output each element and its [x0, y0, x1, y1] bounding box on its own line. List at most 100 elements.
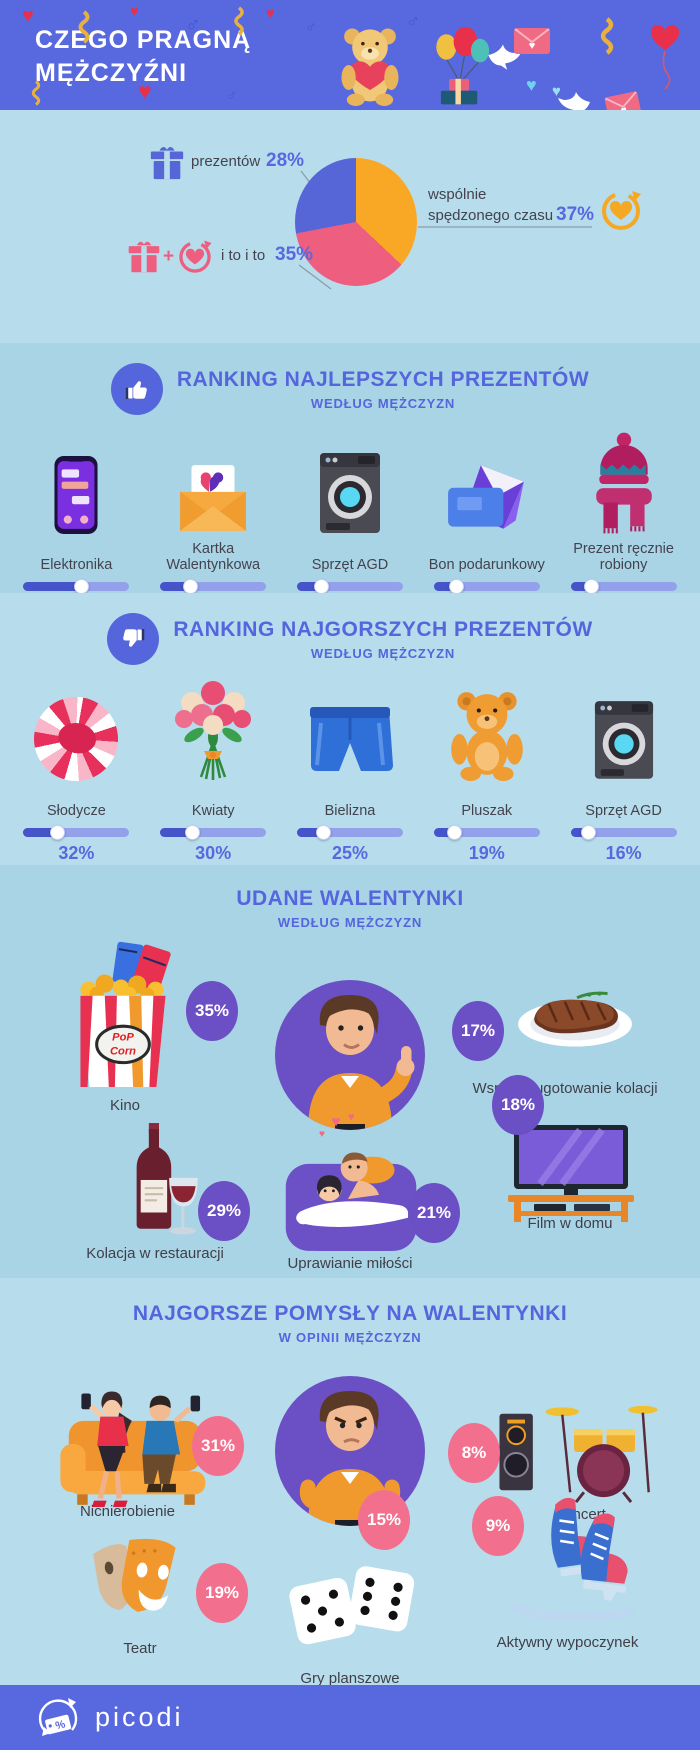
steak-icon — [518, 991, 632, 1047]
percentage-slider[interactable] — [433, 825, 540, 840]
item-percent: 30% — [195, 843, 232, 863]
time-heart-icon — [602, 191, 641, 230]
slider-knob[interactable] — [580, 825, 596, 840]
bad-label-aktywny: Aktywny wypoczynek — [496, 1634, 639, 1651]
good-label-milosc: Uprawianie miłości — [287, 1255, 413, 1272]
slider-fill — [296, 828, 324, 837]
item-label: Elektronika — [40, 556, 113, 573]
drum-kit-icon — [499, 1405, 658, 1503]
item-label: Bon podarunkowy — [428, 556, 545, 573]
couple-on-couch-icon — [60, 1391, 206, 1507]
best-gifts-title: RANKING NAJLEPSZYCH PREZENTÓW — [176, 367, 590, 391]
svg-text:%: % — [54, 1718, 67, 1732]
percent-bubble-restauracja: 29% — [198, 1181, 250, 1241]
percent-bubble-nicnierobienie: 31% — [192, 1416, 244, 1476]
slider-knob[interactable] — [316, 825, 332, 840]
popcorn-icon: PoP Corn — [80, 941, 171, 1087]
good-label-restauracja: Kolacja w restauracji — [86, 1245, 224, 1262]
valentine-card-icon — [180, 465, 246, 531]
svg-text:PoP: PoP — [112, 1031, 134, 1043]
svg-text:♥: ♥ — [529, 40, 536, 52]
streamer-icon — [78, 10, 90, 44]
percentage-slider[interactable] — [160, 825, 267, 840]
male-symbol-icon: ♂ — [226, 87, 238, 104]
bad-valentines-title: NAJGORSZE POMYSŁY NA WALENTYNKI — [132, 1302, 568, 1325]
heart-balloon-blue-icon: ♥ — [552, 83, 561, 100]
teddy-bear-heart-icon — [341, 28, 399, 106]
dice-icon — [289, 1566, 415, 1645]
item-label: Sprzęt AGD — [585, 802, 662, 819]
percentage-slider[interactable] — [433, 579, 540, 594]
slider-fill — [570, 828, 588, 837]
item-percent: 16% — [605, 843, 642, 863]
male-symbol-icon: ♂ — [185, 13, 201, 36]
percent-bubble-kolacja-wspolna: 17% — [452, 1001, 504, 1061]
streamer-icon — [234, 6, 244, 36]
percentage-slider[interactable] — [160, 579, 267, 594]
percentage-slider[interactable] — [570, 579, 677, 594]
pie-label-both: i to i to — [221, 247, 266, 264]
pie-pct-both: 35% — [275, 244, 314, 265]
bad-valentines-subtitle: W OPINII MĘŻCZYZN — [278, 1330, 422, 1345]
slider-fill — [433, 582, 457, 591]
item-label: Bielizna — [324, 802, 376, 819]
teddy-bear-icon — [451, 692, 523, 781]
thumb-up-icon — [125, 381, 147, 399]
good-label-wspolne-ugotowanie: Wspólne ugotowanie kolacji — [472, 1080, 658, 1097]
pie-label-gifts: prezentów — [191, 153, 261, 170]
couple-in-bed-icon: ♥ ♥ ♥ — [285, 1111, 417, 1251]
heart-icon: ♥ — [138, 78, 152, 104]
streamer-icon — [31, 80, 41, 106]
ice-skates-icon — [511, 1497, 635, 1622]
best-item-elektronika: Elektronika 54% — [8, 419, 145, 618]
svg-text:♥: ♥ — [319, 1129, 325, 1140]
good-label-film: Film w domu — [527, 1215, 613, 1232]
slider-knob[interactable] — [50, 825, 66, 840]
heart-icon: ♥ — [22, 5, 34, 27]
item-percent: 32% — [58, 843, 95, 863]
love-letter-icon: ♥ — [514, 28, 550, 54]
balloons-gifts-icon — [436, 26, 490, 105]
slider-knob[interactable] — [314, 579, 330, 594]
percentage-slider[interactable] — [296, 825, 403, 840]
percent-bubble-koncert: 8% — [448, 1423, 500, 1483]
page-title-line2: MĘŻCZYŹNI — [35, 59, 188, 87]
item-label: Sprzęt AGD — [311, 556, 389, 573]
pie-pct-time: 37% — [556, 204, 595, 225]
picodi-logo-icon: % — [38, 1697, 78, 1736]
slider-knob[interactable] — [184, 825, 200, 840]
bad-label-nicnierobienie: Nicnierobienie — [79, 1503, 176, 1520]
item-label: Słodycze — [46, 802, 106, 819]
item-percent: 19% — [468, 843, 505, 863]
pie-label-time-2: spędzonego czasu — [428, 207, 554, 224]
best-item-kartka: Kartka Walentynkowa 28% — [145, 419, 282, 618]
brand-name: picodi — [95, 1702, 184, 1732]
thumbs-up-badge — [110, 363, 163, 415]
gift-icon-pink — [128, 241, 160, 273]
angry-man-illustration — [275, 1376, 425, 1526]
percent-bubble-milosc: 21% — [408, 1183, 460, 1243]
slider-knob[interactable] — [73, 579, 89, 594]
percentage-slider[interactable] — [296, 579, 403, 594]
slider-knob[interactable] — [449, 579, 465, 594]
percent-bubble-teatr: 19% — [196, 1563, 248, 1623]
percentage-slider[interactable] — [23, 579, 130, 594]
slider-knob[interactable] — [446, 825, 462, 840]
page-title: CZEGO PRAGNĄ MĘŻCZYŹNI — [35, 24, 251, 90]
good-valentines-subtitle: WEDŁUG MĘŻCZYZN — [277, 915, 423, 930]
percent-bubble-film: 18% — [492, 1075, 544, 1135]
slider-knob[interactable] — [182, 579, 198, 594]
worst-item-bielizna: Bielizna 25% — [282, 679, 419, 864]
pie-label-time-1: wspólnie — [428, 186, 487, 203]
percent-bubble-aktywny: 9% — [472, 1496, 524, 1556]
svg-text:♥: ♥ — [331, 1114, 340, 1131]
footer: % picodi — [0, 1685, 700, 1750]
percentage-slider[interactable] — [23, 825, 130, 840]
flower-bouquet-icon — [175, 681, 252, 780]
slider-knob[interactable] — [583, 579, 599, 594]
bad-label-teatr: Teatr — [123, 1640, 157, 1657]
boxers-icon — [309, 707, 393, 771]
percentage-slider[interactable] — [570, 825, 677, 840]
best-gifts-section: RANKING NAJLEPSZYCH PREZENTÓW WEDŁUG MĘŻ… — [0, 343, 700, 617]
slider-fill — [160, 582, 190, 591]
